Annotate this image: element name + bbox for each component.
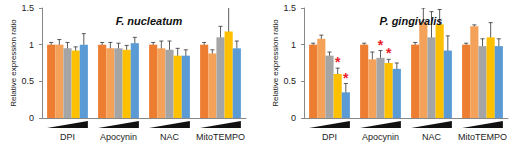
svg-text:1.5: 1.5 bbox=[283, 3, 296, 13]
svg-text:Apocynin: Apocynin bbox=[100, 132, 137, 142]
svg-text:MitoTEMPO: MitoTEMPO bbox=[196, 132, 245, 142]
svg-text:0: 0 bbox=[29, 113, 34, 123]
svg-text:NAC: NAC bbox=[422, 132, 442, 142]
svg-text:1: 1 bbox=[291, 40, 296, 50]
svg-text:1.5: 1.5 bbox=[21, 3, 34, 13]
svg-text:F. nucleatum: F. nucleatum bbox=[116, 15, 183, 27]
svg-text:MitoTEMPO: MitoTEMPO bbox=[458, 132, 507, 142]
svg-text:*: * bbox=[335, 54, 341, 70]
svg-text:1: 1 bbox=[29, 40, 34, 50]
svg-text:NAC: NAC bbox=[160, 132, 180, 142]
svg-text:0.5: 0.5 bbox=[21, 76, 34, 86]
svg-text:Relative expression ratio: Relative expression ratio bbox=[9, 19, 18, 107]
svg-text:Relative expression ratio: Relative expression ratio bbox=[271, 19, 280, 107]
svg-text:DPI: DPI bbox=[60, 132, 75, 142]
svg-text:*: * bbox=[386, 45, 392, 61]
svg-text:Apocynin: Apocynin bbox=[362, 132, 399, 142]
svg-text:0.5: 0.5 bbox=[283, 76, 296, 86]
svg-text:*: * bbox=[378, 37, 384, 53]
svg-text:0: 0 bbox=[291, 113, 296, 123]
svg-text:P. gingivalis: P. gingivalis bbox=[380, 15, 443, 27]
svg-text:*: * bbox=[343, 70, 349, 86]
svg-text:DPI: DPI bbox=[322, 132, 337, 142]
